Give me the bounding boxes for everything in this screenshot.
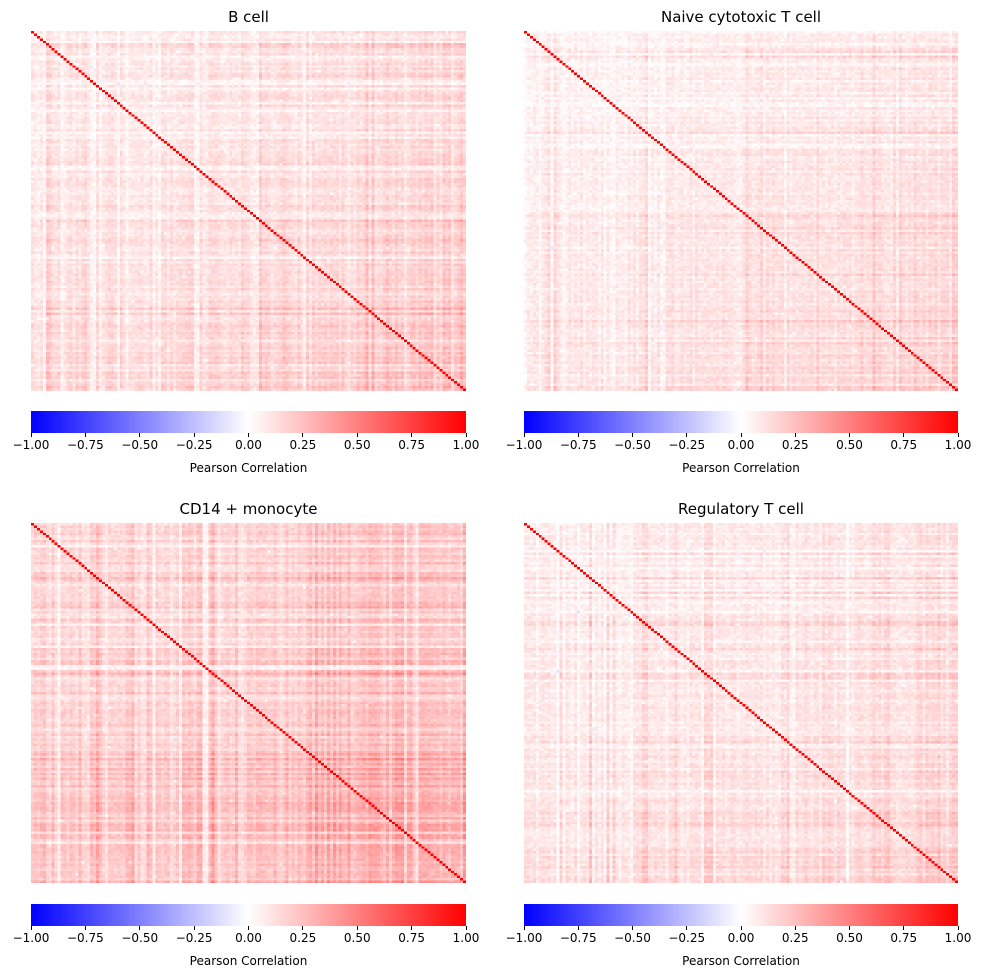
colorbar-tick-label: −0.75 bbox=[559, 438, 597, 452]
colorbar-tick-mark bbox=[465, 433, 467, 437]
colorbar-tick-label: 0.50 bbox=[343, 931, 371, 945]
colorbar-tick-mark bbox=[193, 433, 195, 437]
colorbar-tick-label: −0.50 bbox=[614, 438, 651, 452]
colorbar-tick-mark bbox=[740, 433, 742, 437]
colorbar-tick-mark bbox=[903, 926, 905, 930]
colorbar-tick-mark bbox=[356, 433, 358, 437]
correlation-heatmap bbox=[31, 31, 466, 391]
colorbar-tick-mark bbox=[794, 926, 796, 930]
colorbar-tick-label: −1.00 bbox=[505, 931, 543, 945]
colorbar-tick-label: 0.25 bbox=[781, 931, 809, 945]
colorbar-tick-label: −0.25 bbox=[668, 438, 706, 452]
colorbar-tick-label: −0.50 bbox=[121, 438, 159, 452]
colorbar-tick-mark bbox=[577, 433, 579, 437]
colorbar-label: Pearson Correlation bbox=[682, 954, 800, 968]
colorbar-tick-label: −0.25 bbox=[175, 438, 213, 452]
colorbar-tick-mark bbox=[84, 433, 86, 437]
colorbar-label: Pearson Correlation bbox=[682, 461, 800, 475]
colorbar-tick-mark bbox=[302, 926, 304, 930]
colorbar-tick-label: 0.25 bbox=[781, 438, 809, 452]
colorbar-tick-mark bbox=[794, 433, 796, 437]
colorbar-tick-mark bbox=[849, 433, 850, 437]
colorbar-tick-label: 1.00 bbox=[452, 931, 480, 945]
colorbar-tick-mark bbox=[139, 433, 141, 437]
colorbar-tick-mark bbox=[356, 926, 358, 930]
colorbar-tick-label: 0.50 bbox=[836, 931, 863, 945]
correlation-heatmap bbox=[524, 31, 958, 391]
colorbar-tick-mark bbox=[686, 433, 688, 437]
colorbar-tick-label: −0.25 bbox=[668, 931, 706, 945]
colorbar-tick-mark bbox=[193, 926, 195, 930]
colorbar-tick-label: 1.00 bbox=[944, 931, 972, 945]
colorbar-tick-label: 0.25 bbox=[289, 438, 317, 452]
chart-title: Naive cytotoxic T cell bbox=[660, 8, 822, 26]
colorbar-tick-label: −1.00 bbox=[12, 438, 50, 452]
colorbar-tick-label: 0.50 bbox=[343, 438, 371, 452]
colorbar-tick-mark bbox=[411, 926, 413, 930]
colorbar-tick-label: 0.75 bbox=[890, 438, 918, 452]
colorbar-tick-mark bbox=[248, 926, 249, 930]
colorbar-tick-label: −0.25 bbox=[175, 931, 213, 945]
colorbar-tick-label: 0.00 bbox=[235, 438, 262, 452]
colorbar-tick-label: 0.75 bbox=[398, 438, 425, 452]
colorbar-tick-mark bbox=[30, 926, 32, 930]
colorbar-tick-mark bbox=[577, 926, 579, 930]
colorbar-tick-label: 0.50 bbox=[836, 438, 863, 452]
chart-title: CD14 + monocyte bbox=[179, 500, 318, 518]
colorbar bbox=[31, 411, 466, 433]
colorbar-label: Pearson Correlation bbox=[189, 954, 308, 968]
correlation-heatmap bbox=[31, 523, 466, 883]
colorbar-tick-mark bbox=[30, 433, 32, 437]
colorbar-tick-label: 0.75 bbox=[398, 931, 425, 945]
colorbar-label: Pearson Correlation bbox=[189, 461, 308, 475]
colorbar-tick-mark bbox=[523, 433, 525, 437]
colorbar-tick-mark bbox=[523, 926, 525, 930]
chart-title: Regulatory T cell bbox=[678, 500, 804, 518]
colorbar bbox=[524, 411, 958, 433]
colorbar-tick-mark bbox=[849, 926, 850, 930]
colorbar-tick-label: −0.50 bbox=[121, 931, 159, 945]
colorbar-tick-mark bbox=[302, 433, 304, 437]
colorbar-tick-label: −1.00 bbox=[12, 931, 50, 945]
colorbar-tick-mark bbox=[740, 926, 742, 930]
chart-title: B cell bbox=[228, 8, 269, 26]
colorbar-tick-label: 0.75 bbox=[890, 931, 918, 945]
colorbar-tick-label: 0.00 bbox=[727, 438, 755, 452]
colorbar-tick-label: −0.50 bbox=[614, 931, 651, 945]
colorbar-tick-label: −0.75 bbox=[559, 931, 597, 945]
colorbar-tick-label: −1.00 bbox=[505, 438, 543, 452]
colorbar-tick-mark bbox=[465, 926, 467, 930]
colorbar-tick-mark bbox=[686, 926, 688, 930]
colorbar bbox=[524, 904, 958, 926]
colorbar-tick-label: −0.75 bbox=[66, 931, 104, 945]
colorbar-tick-mark bbox=[632, 926, 633, 930]
colorbar-tick-mark bbox=[139, 926, 141, 930]
colorbar-tick-label: 1.00 bbox=[452, 438, 480, 452]
colorbar-tick-mark bbox=[411, 433, 413, 437]
correlation-heatmap bbox=[524, 523, 958, 883]
colorbar-tick-mark bbox=[957, 433, 959, 437]
colorbar-tick-mark bbox=[632, 433, 633, 437]
colorbar-tick-mark bbox=[957, 926, 959, 930]
colorbar-tick-label: 0.00 bbox=[727, 931, 755, 945]
colorbar-tick-mark bbox=[84, 926, 86, 930]
colorbar bbox=[31, 904, 466, 926]
colorbar-tick-label: 1.00 bbox=[944, 438, 972, 452]
colorbar-tick-mark bbox=[903, 433, 905, 437]
colorbar-tick-label: 0.00 bbox=[235, 931, 262, 945]
colorbar-tick-mark bbox=[248, 433, 249, 437]
colorbar-tick-label: 0.25 bbox=[289, 931, 317, 945]
colorbar-tick-label: −0.75 bbox=[66, 438, 104, 452]
